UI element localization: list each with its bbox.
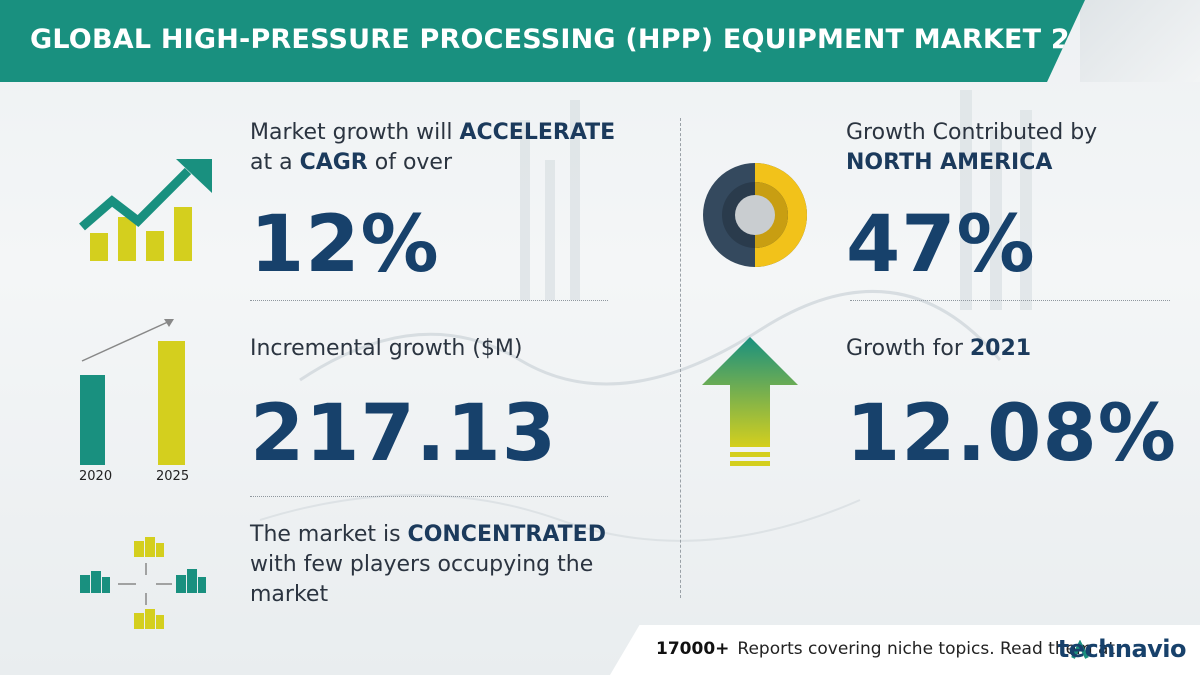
brand-logo[interactable]: technavio — [1057, 635, 1187, 663]
divider — [850, 300, 1170, 301]
divider — [250, 300, 608, 301]
page-title: GLOBAL HIGH-PRESSURE PROCESSING (HPP) EQ… — [30, 24, 1200, 55]
year-label-2025: 2025 — [156, 469, 189, 484]
header-corner — [1080, 0, 1200, 82]
footer-text: 17000+ Reports covering niche topics. Rea… — [656, 639, 1115, 659]
yoy-value: 12.08% — [846, 389, 1177, 479]
cagr-label: CAGR — [299, 150, 368, 175]
cagr-accelerate: ACCELERATE — [459, 120, 616, 145]
donut-chart-icon — [703, 163, 807, 267]
yoy-caption: Growth for 2021 — [846, 334, 1031, 364]
region-value: 47% — [846, 200, 1036, 290]
bar-2025 — [158, 341, 185, 465]
region-caption-line1: Growth Contributed by — [846, 120, 1098, 145]
yoy-year: 2021 — [969, 336, 1032, 361]
cagr-caption: Market growth will ACCELERATE at a CAGR … — [250, 118, 650, 178]
cagr-value: 12% — [250, 200, 440, 290]
market-players-icon — [80, 537, 206, 629]
year-label-2020: 2020 — [79, 469, 112, 484]
divider — [250, 496, 608, 497]
concentration-line2: with few players occupying the — [250, 552, 594, 577]
cagr-caption-line2: at a — [250, 150, 300, 175]
concentration-caption: The market is CONCENTRATED with few play… — [250, 520, 630, 610]
region-caption: Growth Contributed by NORTH AMERICA — [846, 118, 1176, 178]
bar-2020 — [80, 375, 105, 465]
incremental-label: Incremental growth ($M) — [250, 336, 523, 361]
cagr-caption-line2-end: of over — [367, 150, 453, 175]
growth-chart-icon — [79, 159, 212, 261]
report-count: 17000+ — [656, 639, 730, 659]
center-divider — [680, 118, 681, 598]
footer-bar: 17000+ Reports covering niche topics. Rea… — [610, 625, 1200, 675]
region-name: NORTH AMERICA — [846, 150, 1053, 175]
yoy-caption-text: Growth for — [846, 336, 970, 361]
footer-message: Reports covering niche topics. Read them… — [737, 639, 1116, 659]
technavio-logo-icon — [1071, 640, 1089, 659]
concentration-line1: The market is — [250, 522, 408, 547]
up-arrow-icon — [702, 337, 798, 466]
concentration-bold: CONCENTRATED — [407, 522, 606, 547]
bar-comparison-icon: 2020 2025 — [79, 319, 189, 484]
incremental-value: 217.13 — [250, 389, 557, 479]
cagr-caption-line1: Market growth will — [250, 120, 460, 145]
header-banner: GLOBAL HIGH-PRESSURE PROCESSING (HPP) EQ… — [0, 0, 1085, 82]
concentration-line3: market — [250, 582, 329, 607]
